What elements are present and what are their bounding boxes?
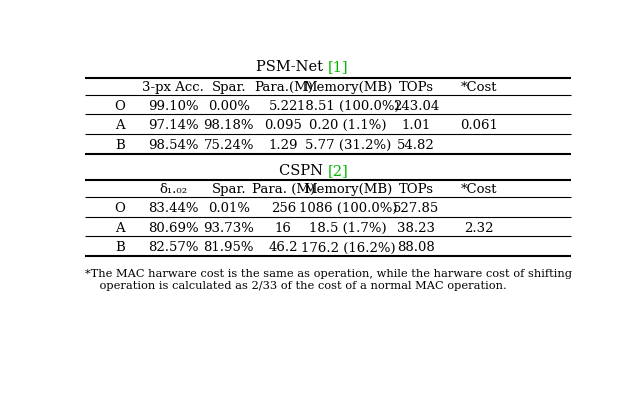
Text: 38.23: 38.23: [397, 222, 435, 235]
Text: PSM-Net: PSM-Net: [257, 60, 328, 74]
Text: 83.44%: 83.44%: [148, 202, 198, 215]
Text: Spar.: Spar.: [211, 183, 246, 196]
Text: 256: 256: [271, 202, 296, 215]
Text: Memory(MB): Memory(MB): [303, 183, 392, 196]
Text: operation is calculated as 2/33 of the cost of a normal MAC operation.: operation is calculated as 2/33 of the c…: [85, 280, 507, 290]
Text: TOPs: TOPs: [399, 81, 433, 94]
Text: CSPN: CSPN: [280, 164, 328, 178]
Text: A: A: [115, 222, 125, 235]
Text: [1]: [1]: [328, 60, 349, 74]
Text: 88.08: 88.08: [397, 242, 435, 254]
Text: 80.69%: 80.69%: [148, 222, 198, 235]
Text: 18.51 (100.0%): 18.51 (100.0%): [296, 100, 399, 113]
Text: 75.24%: 75.24%: [204, 139, 254, 152]
Text: 0.00%: 0.00%: [208, 100, 250, 113]
Text: *Cost: *Cost: [461, 183, 497, 196]
Text: 97.14%: 97.14%: [148, 119, 198, 133]
Text: 1.01: 1.01: [401, 119, 431, 133]
Text: 93.73%: 93.73%: [204, 222, 254, 235]
Text: *Cost: *Cost: [461, 81, 497, 94]
Text: 18.5 (1.7%): 18.5 (1.7%): [309, 222, 387, 235]
Text: 98.18%: 98.18%: [204, 119, 254, 133]
Text: 0.061: 0.061: [460, 119, 498, 133]
Text: 54.82: 54.82: [397, 139, 435, 152]
Text: 81.95%: 81.95%: [204, 242, 254, 254]
Text: Spar.: Spar.: [211, 81, 246, 94]
Text: B: B: [115, 139, 125, 152]
Text: TOPs: TOPs: [399, 183, 433, 196]
Text: 1086 (100.0%): 1086 (100.0%): [299, 202, 397, 215]
Text: B: B: [115, 242, 125, 254]
Text: 2.32: 2.32: [465, 222, 494, 235]
Text: 1.29: 1.29: [269, 139, 298, 152]
Text: 176.2 (16.2%): 176.2 (16.2%): [301, 242, 395, 254]
Text: *The MAC harware cost is the same as operation, while the harware cost of shifti: *The MAC harware cost is the same as ope…: [85, 269, 572, 279]
Text: 527.85: 527.85: [393, 202, 439, 215]
Text: 0.20 (1.1%): 0.20 (1.1%): [309, 119, 387, 133]
Text: 0.01%: 0.01%: [208, 202, 250, 215]
Text: 46.2: 46.2: [269, 242, 298, 254]
Text: [2]: [2]: [328, 164, 349, 178]
Text: 243.04: 243.04: [393, 100, 439, 113]
Text: Memory(MB): Memory(MB): [303, 81, 392, 94]
Text: Para. (M): Para. (M): [252, 183, 315, 196]
Text: Para.(M): Para.(M): [254, 81, 313, 94]
Text: δ₁.₀₂: δ₁.₀₂: [159, 183, 187, 196]
Text: 99.10%: 99.10%: [148, 100, 198, 113]
Text: 5.22: 5.22: [269, 100, 298, 113]
Text: O: O: [115, 202, 125, 215]
Text: 5.77 (31.2%): 5.77 (31.2%): [305, 139, 391, 152]
Text: 3-px Acc.: 3-px Acc.: [142, 81, 204, 94]
Text: 0.095: 0.095: [264, 119, 302, 133]
Text: O: O: [115, 100, 125, 113]
Text: 16: 16: [275, 222, 292, 235]
Text: A: A: [115, 119, 125, 133]
Text: 98.54%: 98.54%: [148, 139, 198, 152]
Text: 82.57%: 82.57%: [148, 242, 198, 254]
